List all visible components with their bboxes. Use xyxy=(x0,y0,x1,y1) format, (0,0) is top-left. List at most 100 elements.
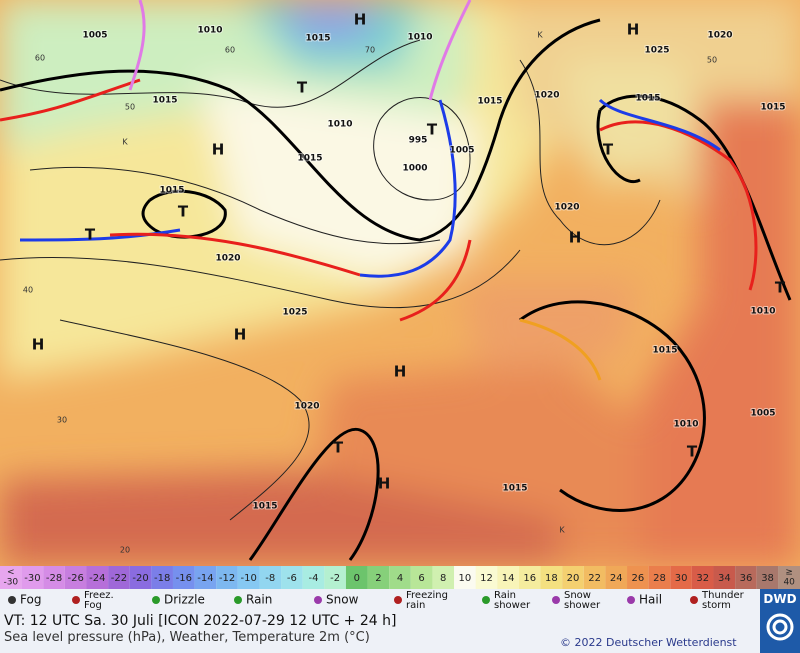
scale-cell xyxy=(281,566,303,589)
pressure-center: H xyxy=(32,336,45,354)
pressure-center: H xyxy=(354,11,367,29)
legend-label: Drizzle xyxy=(164,593,205,607)
isobar-label: 1010 xyxy=(750,307,775,317)
scale-cell xyxy=(605,566,628,589)
scale-label: 38 xyxy=(761,573,774,584)
legend-icon xyxy=(8,596,16,604)
pressure-center: T xyxy=(297,79,308,97)
scale-cell xyxy=(648,566,671,589)
scale-cell xyxy=(151,566,173,589)
legend-label: rain xyxy=(406,600,425,611)
scale-cell xyxy=(583,566,606,589)
isobar-label: 1010 xyxy=(673,420,698,430)
pressure-center: T xyxy=(687,443,698,461)
map-annotation: 20 xyxy=(120,546,130,555)
map-annotation: 60 xyxy=(225,46,235,55)
temperature-scale: <-30 -30 -28 -26 -24 -22 -20 -18 -16 -14 -12 -10 -8-… xyxy=(0,566,800,589)
pressure-center: H xyxy=(394,363,407,381)
pressure-center: T xyxy=(85,226,96,244)
legend-label: Freezing xyxy=(406,590,448,601)
scale-cell xyxy=(475,566,498,589)
legend-label: shower xyxy=(564,600,601,611)
scale-label: -22 xyxy=(111,573,127,584)
isobar-label: 1020 xyxy=(534,91,559,101)
scale-cell xyxy=(497,566,519,589)
scale-cell xyxy=(454,566,476,589)
scale-cell xyxy=(324,566,346,589)
legend-icon xyxy=(72,596,80,604)
isobar-label: 1005 xyxy=(449,146,474,156)
scale-label: 14 xyxy=(502,573,515,584)
scale-cell xyxy=(562,566,584,589)
scale-cell xyxy=(0,566,22,589)
scale-cell xyxy=(410,566,433,589)
scale-label: 34 xyxy=(718,573,731,584)
isobar-label: 1015 xyxy=(159,186,184,196)
scale-label: -14 xyxy=(197,573,213,584)
scale-cell xyxy=(194,566,217,589)
legend-label: Fog xyxy=(84,600,102,611)
scale-cell xyxy=(432,566,455,589)
description: Sea level pressure (hPa), Weather, Tempe… xyxy=(4,630,370,645)
legend-label: Snow xyxy=(326,593,359,607)
scale-label: -24 xyxy=(89,573,105,584)
legend-label: shower xyxy=(494,600,531,611)
scale-cell xyxy=(778,566,800,589)
scale-label: -16 xyxy=(176,573,192,584)
isobar-label: 1015 xyxy=(635,94,660,104)
isobar-label: 1005 xyxy=(82,31,107,41)
scale-label: -20 xyxy=(132,573,148,584)
isobar-label: 1010 xyxy=(327,120,352,130)
map-annotation: K xyxy=(122,138,128,147)
pressure-center: H xyxy=(627,21,640,39)
scale-cell xyxy=(691,566,714,589)
map-annotation: 40 xyxy=(23,286,33,295)
isobar-label: 1015 xyxy=(252,502,277,512)
legend-label: Thunder xyxy=(701,590,745,601)
scale-label: 40 xyxy=(783,578,795,588)
pressure-center: H xyxy=(234,326,247,344)
map-annotation: 60 xyxy=(35,54,45,63)
scale-cell xyxy=(735,566,757,589)
fronts xyxy=(0,0,758,381)
isobar-label: 1020 xyxy=(294,402,319,412)
legend-icon xyxy=(152,596,160,604)
legend-icon xyxy=(627,596,635,604)
isobar-label: 1020 xyxy=(215,254,240,264)
legend-icon xyxy=(690,596,698,604)
isobar-label: 1000 xyxy=(402,164,427,174)
scale-label: 0 xyxy=(354,573,360,584)
scale-label: -6 xyxy=(287,573,297,584)
scale-label: -30 xyxy=(3,578,18,588)
isobar-label: 1025 xyxy=(282,308,307,318)
valid-time: VT: 12 UTC Sa. 30 Juli [ICON 2022-07-29 … xyxy=(4,613,397,629)
scale-cell xyxy=(518,566,541,589)
scale-cell xyxy=(259,566,282,589)
scale-label: 24 xyxy=(610,573,623,584)
map-annotation: 50 xyxy=(707,56,717,65)
scale-label: -12 xyxy=(219,573,235,584)
scale-cell xyxy=(108,566,130,589)
scale-cell xyxy=(670,566,692,589)
isobar-label: 1015 xyxy=(760,103,785,113)
scale-label: -10 xyxy=(240,573,256,584)
legend-icon xyxy=(234,596,242,604)
scale-label: -2 xyxy=(330,573,340,584)
scale-label: 10 xyxy=(458,573,471,584)
pressure-center: H xyxy=(378,475,391,493)
map-annotation: 70 xyxy=(365,46,375,55)
pressure-center: H xyxy=(569,229,582,247)
pressure-center: H xyxy=(212,141,225,159)
isobar-label: 1015 xyxy=(477,97,502,107)
scale-label: 32 xyxy=(696,573,709,584)
scale-cell xyxy=(756,566,779,589)
main-isobars xyxy=(0,18,792,561)
scale-label: 4 xyxy=(397,573,403,584)
isobar-label: 1015 xyxy=(502,484,527,494)
scale-cell xyxy=(302,566,325,589)
scale-label: 26 xyxy=(631,573,644,584)
pressure-center: T xyxy=(427,121,438,139)
scale-cell xyxy=(86,566,109,589)
scale-cell xyxy=(627,566,649,589)
scale-label: -28 xyxy=(46,573,62,584)
